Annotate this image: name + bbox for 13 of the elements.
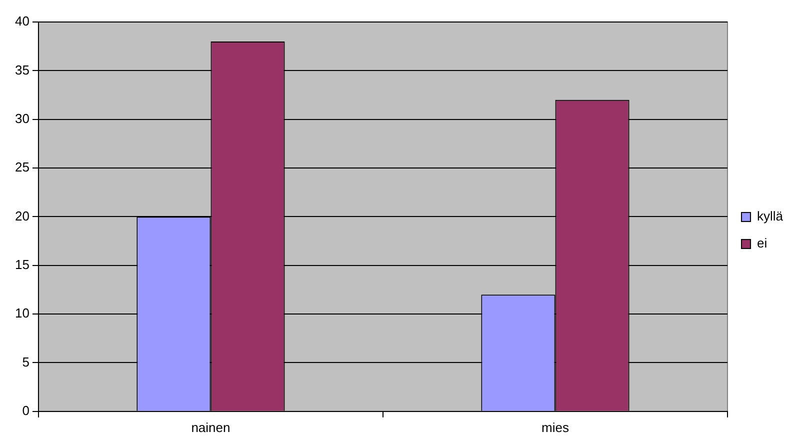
y-tick-label: 20 xyxy=(14,208,30,224)
x-tick-label: mies xyxy=(542,420,570,435)
y-tick-label: 10 xyxy=(14,306,30,321)
y-tick-label: 15 xyxy=(14,256,30,272)
y-tick-label: 40 xyxy=(14,14,30,29)
y-tick-label: 30 xyxy=(14,110,30,126)
legend-label: ei xyxy=(756,236,768,251)
x-tick-label: nainen xyxy=(191,420,230,435)
y-tick-label: 0 xyxy=(22,402,30,418)
legend-label: kyllä xyxy=(756,208,784,224)
y-tick-label: 25 xyxy=(14,160,30,175)
y-tick-label: 35 xyxy=(14,62,30,78)
y-tick-label: 5 xyxy=(22,354,30,370)
